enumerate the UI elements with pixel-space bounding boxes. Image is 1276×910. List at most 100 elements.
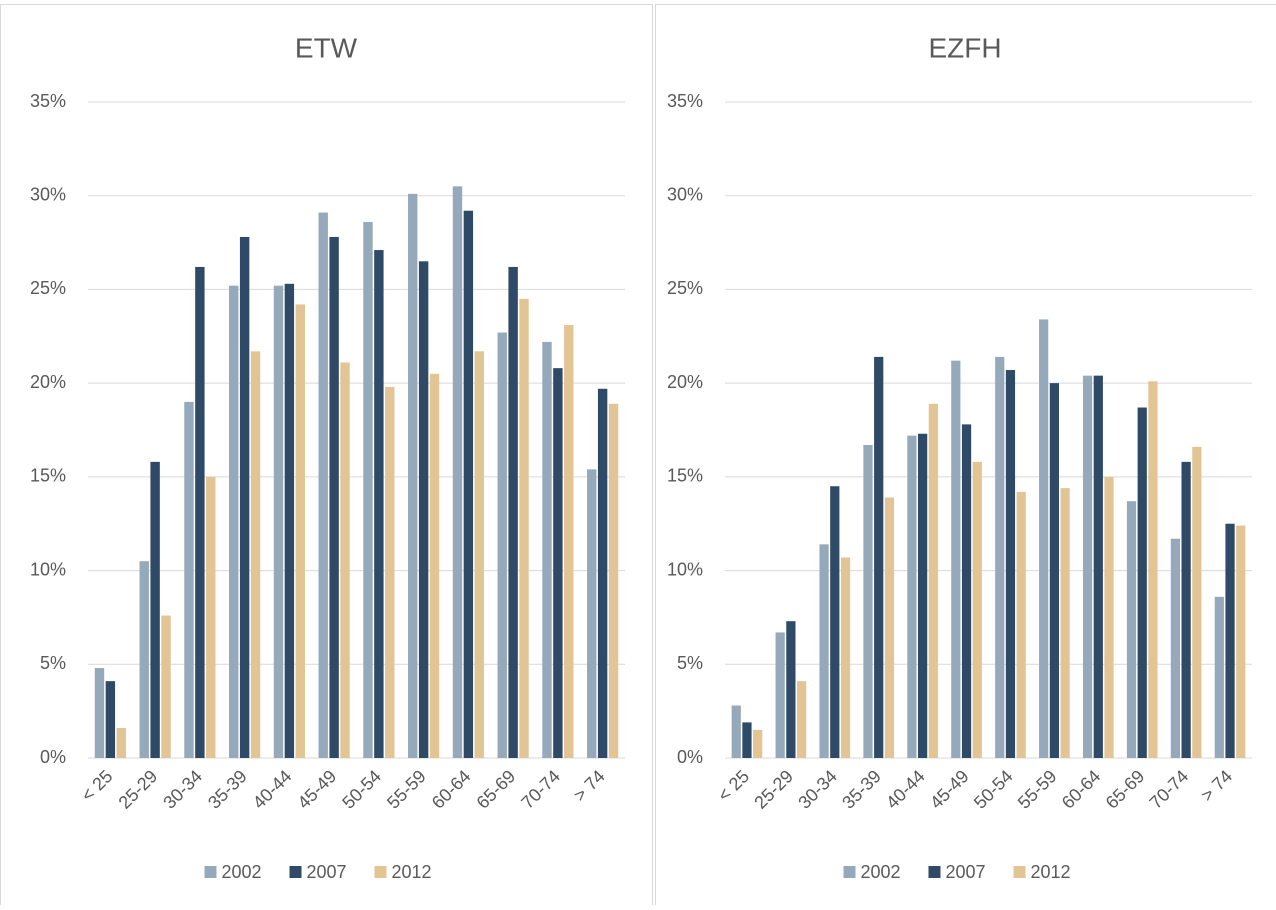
bar bbox=[1171, 539, 1180, 758]
x-tick-label: 70-74 bbox=[1146, 766, 1193, 813]
bar bbox=[885, 497, 894, 758]
bar bbox=[464, 211, 473, 758]
x-tick-label: 70-74 bbox=[517, 766, 564, 813]
x-tick-label: 25-29 bbox=[750, 766, 797, 813]
bar bbox=[951, 361, 960, 758]
bar bbox=[609, 404, 618, 758]
bar bbox=[240, 237, 249, 758]
bar bbox=[797, 681, 806, 758]
x-tick-label: 35-39 bbox=[204, 766, 251, 813]
bar bbox=[929, 404, 938, 758]
bar bbox=[542, 342, 551, 758]
bar bbox=[1017, 492, 1026, 758]
bar bbox=[1083, 376, 1092, 758]
bar bbox=[962, 424, 971, 758]
bar bbox=[732, 706, 741, 758]
bar bbox=[117, 728, 126, 758]
legend-label: 2012 bbox=[1031, 862, 1071, 882]
bar bbox=[519, 299, 528, 758]
legend-label: 2012 bbox=[392, 862, 432, 882]
x-tick-label: 65-69 bbox=[1102, 766, 1149, 813]
bar bbox=[995, 357, 1004, 758]
bar bbox=[408, 194, 417, 758]
bar bbox=[830, 486, 839, 758]
y-tick-label: 20% bbox=[667, 372, 703, 392]
x-tick-label: < 25 bbox=[714, 766, 753, 805]
bar bbox=[453, 186, 462, 758]
bar bbox=[587, 469, 596, 758]
bar bbox=[251, 351, 260, 758]
y-tick-label: 25% bbox=[667, 278, 703, 298]
x-tick-label: 50-54 bbox=[338, 766, 385, 813]
bar bbox=[564, 325, 573, 758]
y-tick-label: 30% bbox=[30, 184, 66, 204]
bar bbox=[1060, 488, 1069, 758]
bar bbox=[206, 477, 215, 758]
x-tick-label: 30-34 bbox=[794, 766, 841, 813]
bar bbox=[319, 213, 328, 758]
bar bbox=[385, 387, 394, 758]
bar bbox=[786, 621, 795, 758]
bar bbox=[598, 389, 607, 758]
bar bbox=[374, 250, 383, 758]
y-tick-label: 5% bbox=[677, 653, 703, 673]
bar bbox=[161, 616, 170, 758]
bar bbox=[1006, 370, 1015, 758]
bar bbox=[742, 722, 751, 758]
bar bbox=[274, 286, 283, 758]
x-tick-label: 40-44 bbox=[882, 766, 929, 813]
legend-label: 2007 bbox=[307, 862, 347, 882]
chart-title: EZFH bbox=[928, 32, 1001, 63]
bar bbox=[863, 445, 872, 758]
bar bbox=[106, 681, 115, 758]
bar bbox=[498, 333, 507, 758]
y-tick-label: 15% bbox=[667, 466, 703, 486]
bar bbox=[1192, 447, 1201, 758]
bar bbox=[973, 462, 982, 758]
x-tick-label: 40-44 bbox=[249, 766, 296, 813]
legend-swatch bbox=[375, 866, 387, 878]
x-tick-label: 35-39 bbox=[838, 766, 885, 813]
bar bbox=[553, 368, 562, 758]
bar bbox=[1138, 408, 1147, 758]
legend-label: 2007 bbox=[946, 862, 986, 882]
bar bbox=[1094, 376, 1103, 758]
bar bbox=[1225, 524, 1234, 758]
bar bbox=[296, 304, 305, 758]
bar bbox=[419, 261, 428, 758]
legend-swatch bbox=[205, 866, 217, 878]
legend-swatch bbox=[844, 866, 856, 878]
bar bbox=[329, 237, 338, 758]
legend-swatch bbox=[929, 866, 941, 878]
bar bbox=[229, 286, 238, 758]
x-tick-label: 25-29 bbox=[115, 766, 162, 813]
legend-label: 2002 bbox=[222, 862, 262, 882]
y-tick-label: 0% bbox=[677, 747, 703, 767]
bar bbox=[1148, 381, 1157, 758]
bar bbox=[907, 436, 916, 758]
bar bbox=[195, 267, 204, 758]
x-tick-label: 60-64 bbox=[1058, 766, 1105, 813]
legend-swatch bbox=[290, 866, 302, 878]
x-tick-label: < 25 bbox=[77, 766, 116, 805]
bar bbox=[819, 544, 828, 758]
y-tick-label: 25% bbox=[30, 278, 66, 298]
bar bbox=[1039, 319, 1048, 758]
bar bbox=[363, 222, 372, 758]
y-tick-label: 0% bbox=[40, 747, 66, 767]
bar bbox=[1182, 462, 1191, 758]
x-tick-label: > 74 bbox=[1197, 766, 1236, 805]
bar bbox=[285, 284, 294, 758]
y-tick-label: 10% bbox=[30, 559, 66, 579]
x-tick-label: 55-59 bbox=[1014, 766, 1061, 813]
bar bbox=[95, 668, 104, 758]
bar bbox=[1236, 526, 1245, 758]
bar bbox=[340, 363, 349, 758]
x-tick-label: 30-34 bbox=[159, 766, 206, 813]
bar bbox=[430, 374, 439, 758]
x-tick-label: 45-49 bbox=[294, 766, 341, 813]
y-tick-label: 30% bbox=[667, 184, 703, 204]
legend-swatch bbox=[1014, 866, 1026, 878]
bar bbox=[874, 357, 883, 758]
